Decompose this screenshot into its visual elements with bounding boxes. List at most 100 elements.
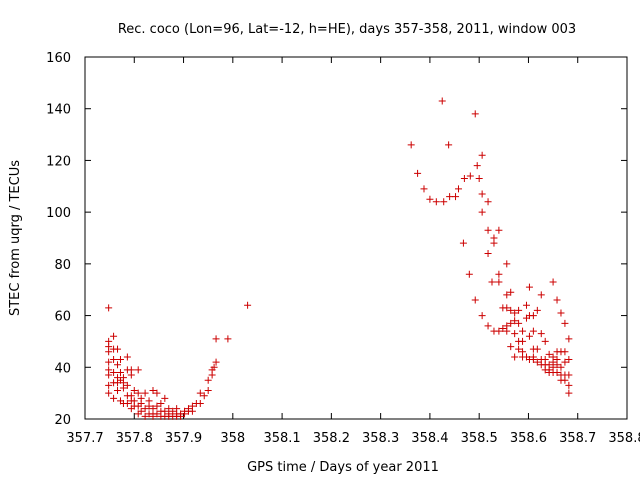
data-point-marker	[134, 389, 142, 397]
data-point-marker	[490, 239, 498, 247]
data-point-marker	[157, 399, 165, 407]
data-point-marker	[105, 304, 113, 312]
data-point-marker	[507, 288, 515, 296]
data-point-marker	[145, 402, 153, 410]
data-point-marker	[549, 278, 557, 286]
data-point-marker	[123, 381, 131, 389]
x-tick-label: 358.5	[461, 431, 498, 446]
data-point-marker	[565, 381, 573, 389]
data-point-marker	[553, 296, 561, 304]
y-tick-label: 100	[46, 206, 71, 221]
data-point-marker	[127, 371, 135, 379]
y-tick-label: 40	[54, 361, 71, 376]
data-point-marker	[141, 412, 149, 420]
data-point-marker	[565, 356, 573, 364]
data-point-marker	[511, 353, 519, 361]
data-point-marker	[177, 412, 185, 420]
data-point-marker	[161, 394, 169, 402]
y-axis: 20 40 60 80 100 120 140 160	[46, 51, 627, 428]
x-tick-label: 357.8	[116, 431, 153, 446]
data-point-marker	[244, 301, 252, 309]
x-axis-label: GPS time / Days of year 2011	[247, 460, 439, 475]
x-tick-label: 357.7	[66, 431, 103, 446]
data-point-marker	[116, 368, 124, 376]
data-point-marker	[153, 389, 161, 397]
data-point-marker	[525, 283, 533, 291]
data-point-marker	[488, 278, 496, 286]
data-point-marker	[110, 368, 118, 376]
data-point-marker	[466, 172, 474, 180]
data-point-marker	[432, 198, 440, 206]
data-point-marker	[561, 319, 569, 327]
data-point-marker	[515, 319, 523, 327]
data-point-marker	[407, 141, 415, 149]
y-tick-label: 140	[46, 103, 71, 118]
data-point-marker	[119, 384, 127, 392]
data-point-marker	[105, 389, 113, 397]
data-point-marker	[478, 151, 486, 159]
data-point-marker	[561, 376, 569, 384]
data-point-marker	[545, 350, 553, 358]
data-point-marker	[503, 260, 511, 268]
data-point-marker	[503, 304, 511, 312]
x-tick-label: 358.1	[263, 431, 300, 446]
data-point-marker	[553, 361, 561, 369]
data-point-marker	[212, 335, 220, 343]
data-point-marker	[181, 410, 189, 418]
data-point-marker	[130, 387, 138, 395]
data-point-marker	[141, 405, 149, 413]
data-point-marker	[188, 407, 196, 415]
data-point-marker	[105, 358, 113, 366]
data-point-marker	[204, 387, 212, 395]
data-point-marker	[426, 195, 434, 203]
data-point-marker	[519, 327, 527, 335]
data-point-marker	[105, 348, 113, 356]
y-tick-label: 20	[54, 413, 71, 428]
data-point-marker	[460, 175, 468, 183]
data-point-marker	[515, 306, 523, 314]
data-point-marker	[537, 291, 545, 299]
data-point-marker	[495, 270, 503, 278]
data-point-marker	[484, 250, 492, 258]
data-point-marker	[565, 335, 573, 343]
data-point-marker	[123, 353, 131, 361]
x-tick-label: 358	[220, 431, 245, 446]
data-point-marker	[507, 319, 515, 327]
x-tick-label: 357.9	[165, 431, 202, 446]
data-point-marker	[522, 301, 530, 309]
data-point-marker	[525, 332, 533, 340]
data-point-marker	[446, 193, 454, 201]
data-point-marker	[541, 337, 549, 345]
data-point-marker	[478, 190, 486, 198]
data-point-marker	[515, 345, 523, 353]
data-point-marker	[200, 392, 208, 400]
data-point-marker	[438, 97, 446, 105]
data-point-marker	[114, 387, 122, 395]
data-point-marker	[105, 381, 113, 389]
data-point-marker	[495, 226, 503, 234]
data-point-marker	[495, 278, 503, 286]
data-point-marker	[459, 239, 467, 247]
data-point-marker	[196, 399, 204, 407]
data-point-marker	[561, 348, 569, 356]
data-point-marker	[503, 327, 511, 335]
data-point-marker	[153, 410, 161, 418]
x-tick-label: 358.3	[362, 431, 399, 446]
data-point-marker	[553, 368, 561, 376]
data-point-marker	[533, 358, 541, 366]
data-point-marker	[495, 327, 503, 335]
data-point-marker	[196, 389, 204, 397]
data-point-marker	[465, 270, 473, 278]
y-tick-label: 80	[54, 258, 71, 273]
data-point-marker	[511, 309, 519, 317]
y-axis-label: STEC from uqrg / TECUs	[8, 160, 23, 316]
data-point-marker	[149, 412, 157, 420]
data-point-marker	[452, 193, 460, 201]
data-point-marker	[110, 356, 118, 364]
plot-frame	[84, 56, 628, 420]
y-tick-label: 160	[46, 51, 71, 66]
data-point-marker	[561, 358, 569, 366]
data-points	[105, 97, 573, 420]
data-point-marker	[123, 399, 131, 407]
